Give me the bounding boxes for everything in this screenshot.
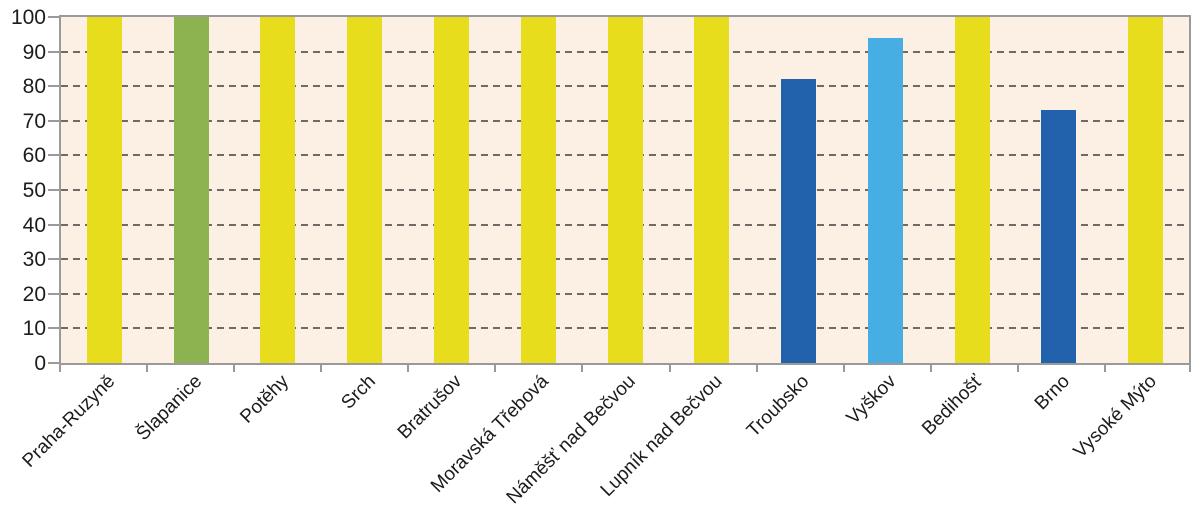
x-tick-mark [668, 363, 671, 372]
y-tick-mark [48, 292, 59, 295]
plot-area [59, 15, 1191, 365]
x-category-label: Troubsko [743, 371, 814, 442]
x-category-label: Bratrušov [393, 371, 467, 444]
bar [433, 17, 469, 363]
x-tick-mark [1016, 363, 1019, 372]
y-tick-label: 90 [22, 40, 46, 64]
y-tick-label: 80 [22, 75, 46, 99]
y-tick-label: 50 [22, 179, 46, 202]
y-tick-label: 60 [22, 144, 46, 168]
y-tick-mark [48, 16, 59, 18]
x-tick-mark [494, 363, 497, 372]
x-tick-mark [233, 363, 236, 372]
x-tick-mark [1189, 363, 1191, 372]
y-tick-mark [48, 189, 59, 191]
x-category-label: Bedihošť [918, 371, 987, 440]
x-tick-mark [320, 363, 323, 372]
x-tick-mark [929, 363, 932, 372]
x-category-label: Srch [337, 371, 380, 414]
bar [1128, 17, 1164, 363]
y-tick-mark [48, 362, 59, 364]
x-tick-mark [755, 363, 758, 372]
x-category-label: Potěhy [236, 371, 293, 428]
y-tick-label: 10 [22, 317, 46, 341]
bar [607, 17, 643, 363]
x-category-label: Vysoké Mýto [1069, 371, 1161, 463]
y-tick-mark [48, 327, 59, 330]
x-category-label: Vyškov [842, 371, 901, 429]
y-tick-mark [48, 85, 59, 88]
x-category-label: Praha-Ruzyně [18, 371, 120, 472]
y-tick-mark [48, 223, 59, 226]
bar [86, 17, 122, 363]
bar [954, 17, 990, 363]
y-tick-label: 30 [22, 248, 46, 272]
x-category-label: Brno [1030, 371, 1074, 415]
x-tick-mark [59, 363, 61, 372]
y-tick-mark [48, 258, 59, 261]
y-tick-label: 20 [22, 282, 46, 306]
bar [694, 17, 730, 363]
x-tick-mark [1103, 363, 1106, 372]
bar [260, 17, 296, 363]
y-tick-label: 40 [22, 213, 46, 237]
y-tick-label: 70 [22, 109, 46, 133]
bar [520, 17, 556, 363]
y-tick-label: 100 [10, 6, 46, 29]
y-tick-mark [48, 154, 59, 157]
x-tick-mark [146, 363, 149, 372]
bar [173, 17, 209, 363]
y-tick-mark [48, 50, 59, 53]
x-tick-mark [581, 363, 584, 372]
y-tick-mark [48, 119, 59, 122]
y-tick-label: 0 [34, 352, 46, 375]
bar [347, 17, 383, 363]
bar [1041, 110, 1077, 363]
x-category-label: Šlapanice [132, 371, 207, 445]
bar [781, 79, 817, 363]
x-tick-mark [842, 363, 845, 372]
x-tick-mark [407, 363, 410, 372]
bar [867, 37, 903, 363]
